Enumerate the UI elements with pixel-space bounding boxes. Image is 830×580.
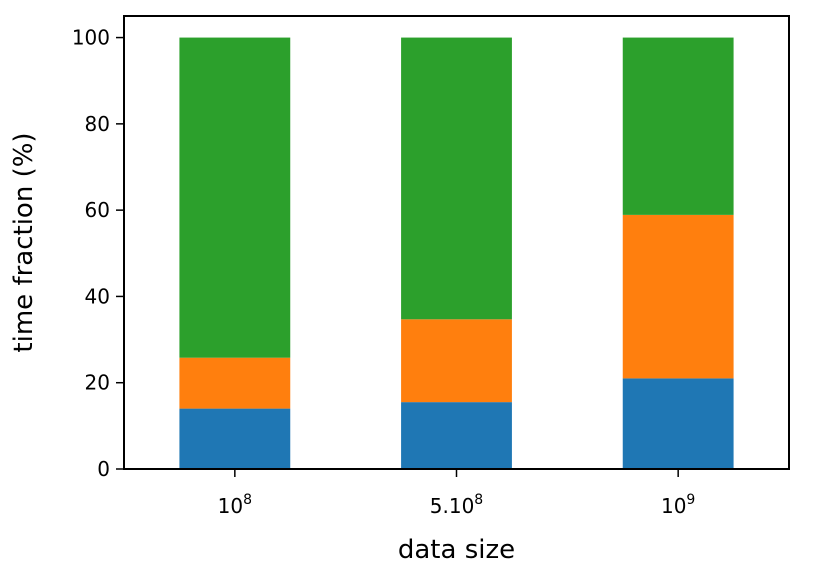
y-tick-label: 0 <box>97 457 110 481</box>
x-tick-label-exponent: 8 <box>474 492 483 508</box>
x-tick-label: 108 <box>218 492 252 518</box>
y-tick-label: 20 <box>85 371 110 395</box>
y-tick-label: 60 <box>85 198 110 222</box>
bar-segment-2-series-3 <box>401 37 512 320</box>
bar-segment-3-series-1 <box>622 378 734 469</box>
bars-group <box>179 37 734 469</box>
bar-segment-2-series-2 <box>401 319 512 403</box>
x-tick-label-base: 10 <box>218 494 243 518</box>
x-tick-label-exponent: 8 <box>243 492 252 508</box>
x-tick-label-base: 10 <box>661 494 686 518</box>
x-tick-label: 5.108 <box>430 492 483 518</box>
x-axis: 108 5.108 109 <box>218 469 695 518</box>
x-axis-label: data size <box>398 535 515 565</box>
x-tick-label: 109 <box>661 492 695 518</box>
x-tick-label-exponent: 9 <box>686 492 695 508</box>
y-tick-label: 40 <box>85 284 110 308</box>
bar-segment-1-series-2 <box>179 357 291 409</box>
y-axis: 0 20 40 60 80 100 <box>72 26 124 481</box>
y-tick-label: 80 <box>85 112 110 136</box>
bar-segment-3-series-3 <box>622 37 734 215</box>
y-tick-label: 100 <box>72 26 110 50</box>
bar-segment-1-series-1 <box>179 408 291 469</box>
y-axis-label: time fraction (%) <box>9 132 39 352</box>
bar-segment-1-series-3 <box>179 37 291 358</box>
x-tick-label-base: 5.10 <box>430 494 475 518</box>
bar-segment-2-series-1 <box>401 402 512 469</box>
bar-segment-3-series-2 <box>622 214 734 379</box>
